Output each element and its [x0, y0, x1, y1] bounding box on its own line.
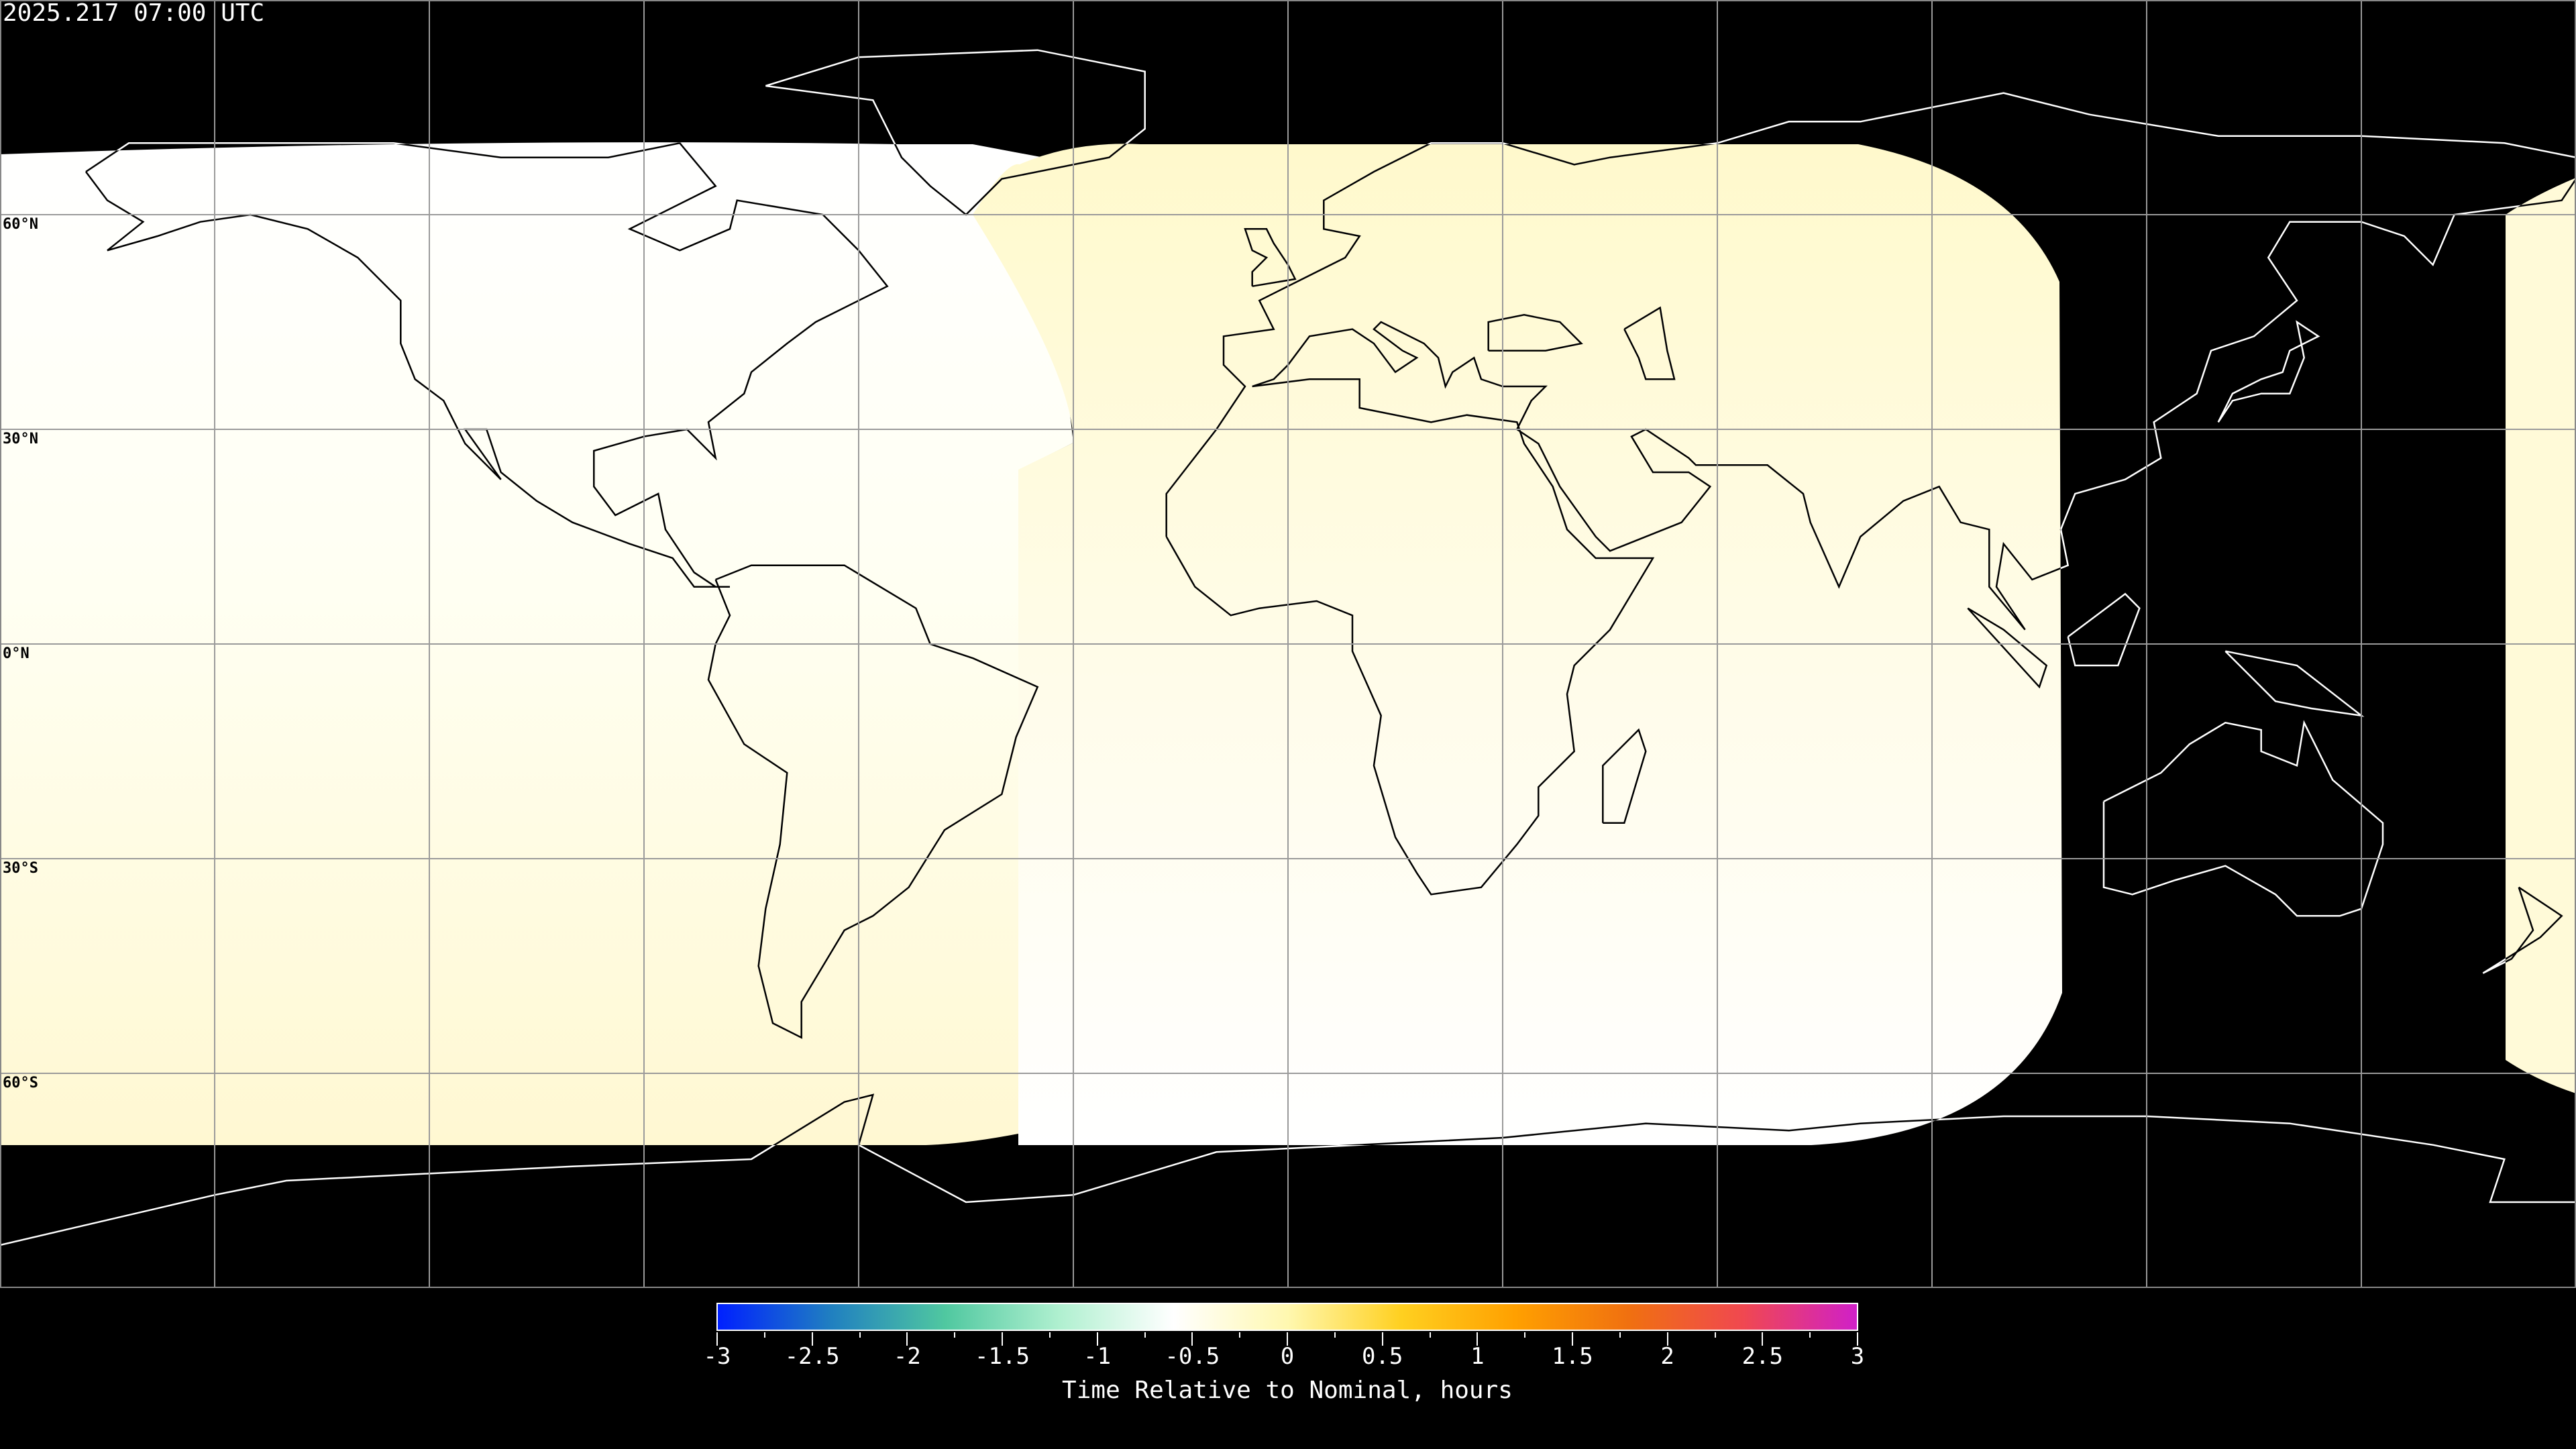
swath-east: [2506, 178, 2576, 1093]
coastline-madagascar: [1602, 728, 1647, 824]
colorbar-label: Time Relative to Nominal, hours: [1062, 1377, 1513, 1404]
lat-label-60n: 60°N: [3, 216, 38, 233]
colorbar-tick-label: 3: [1850, 1343, 1865, 1370]
colorbar-tick: [859, 1332, 861, 1338]
colorbar-tick: [1239, 1332, 1241, 1338]
colorbar-tick-label: -0.5: [1165, 1343, 1220, 1370]
coastline-south-america: [707, 564, 1039, 1039]
colorbar-tick-label: 0.5: [1361, 1343, 1403, 1370]
lat-label-30n: 30°N: [3, 431, 38, 447]
world-map: [0, 0, 2576, 1288]
colorbar-tick: [1191, 1332, 1193, 1346]
colorbar-tick-label: 2.5: [1741, 1343, 1784, 1370]
lat-label-60s: 60°S: [3, 1075, 38, 1091]
coastline-australia: [2102, 720, 2384, 917]
coastline-japan: [2217, 320, 2320, 423]
colorbar-tick: [1096, 1332, 1098, 1346]
coastline-japan: [2217, 320, 2320, 423]
colorbar-tick: [1002, 1332, 1003, 1346]
colorbar-tick: [1381, 1332, 1383, 1346]
colorbar-tick: [906, 1332, 908, 1346]
colorbar-tick-label: -1.5: [975, 1343, 1030, 1370]
colorbar-tick: [811, 1332, 813, 1346]
colorbar-tick: [1619, 1332, 1621, 1338]
colorbar-tick: [1572, 1332, 1573, 1346]
map-border: [0, 0, 2576, 1288]
colorbar-tick: [1857, 1332, 1858, 1346]
colorbar-tick-label: 2: [1660, 1343, 1674, 1370]
colorbar-tick: [1334, 1332, 1336, 1338]
colorbar-tick: [763, 1332, 765, 1338]
colorbar-tick: [1762, 1332, 1764, 1346]
colorbar-tick: [716, 1332, 718, 1346]
coastline-australia: [2102, 720, 2384, 917]
lat-label-0: 0°N: [3, 645, 30, 662]
colorbar-tick: [1524, 1332, 1526, 1338]
colorbar-tick: [1144, 1332, 1146, 1338]
colorbar-tick-label: 1.5: [1552, 1343, 1593, 1370]
colorbar-tick: [1477, 1332, 1479, 1346]
coastline-north-america: [85, 142, 889, 588]
lat-label-30s: 30°S: [3, 860, 38, 877]
coastline-black-sea: [1487, 314, 1583, 352]
coastline-new-guinea: [2224, 650, 2365, 717]
colorbar-tick-label: -1: [1083, 1343, 1112, 1370]
colorbar-tick: [954, 1332, 956, 1338]
colorbar-tick-label: -2: [893, 1343, 921, 1370]
colorbar-tick-label: 1: [1470, 1343, 1485, 1370]
coastline-greenland: [765, 142, 1146, 216]
colorbar-tick: [1429, 1332, 1431, 1338]
graticule: [0, 0, 2576, 1288]
timestamp-title: 2025.217 07:00 UTC: [3, 0, 265, 27]
colorbar-tick-label: 0: [1280, 1343, 1295, 1370]
coastline-borneo: [2067, 592, 2141, 667]
colorbar-tick: [1287, 1332, 1288, 1346]
coastline-borneo-sumatra: [1967, 607, 2048, 689]
coastline-caspian: [1623, 306, 1676, 380]
colorbar-tick: [1809, 1332, 1811, 1338]
coastline-uk: [1244, 228, 1297, 287]
colorbar-tick-label: -3: [703, 1343, 731, 1370]
colorbar-tick: [1666, 1332, 1668, 1346]
coastline-new-guinea: [2224, 650, 2365, 717]
colorbar-tick-label: -2.5: [784, 1343, 840, 1370]
colorbar: [716, 1303, 1858, 1331]
colorbar-tick: [1049, 1332, 1051, 1338]
colorbar-tick: [1714, 1332, 1716, 1338]
